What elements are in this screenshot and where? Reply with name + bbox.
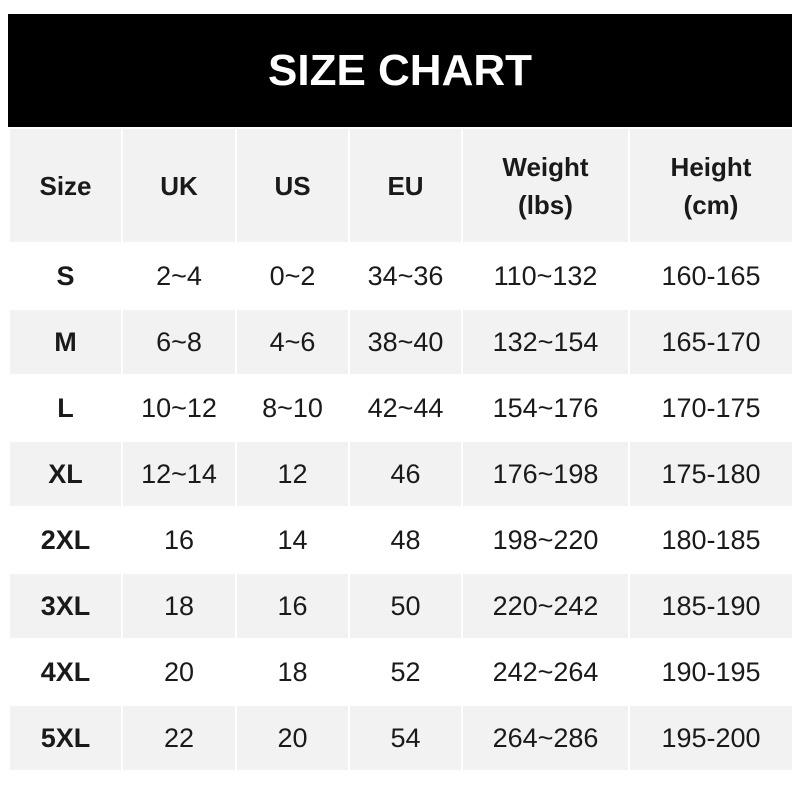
table-cell: 18: [121, 572, 237, 640]
table-cell: 185-190: [628, 572, 794, 640]
size-cell: L: [8, 374, 123, 442]
table-cell: 176~198: [461, 440, 630, 508]
size-cell: 3XL: [8, 572, 123, 640]
column-header-text: US: [274, 170, 311, 201]
size-cell: XL: [8, 440, 123, 508]
table-cell: 12~14: [121, 440, 237, 508]
table-cell: 180-185: [628, 506, 794, 574]
table-cell: 18: [235, 638, 350, 706]
table-cell: 46: [348, 440, 463, 508]
table-cell: 160-165: [628, 242, 794, 310]
table-row: 3XL 18 16 50 220~242 185-190: [8, 572, 794, 640]
table-row: S 2~4 0~2 34~36 110~132 160-165: [8, 242, 794, 310]
column-header: US: [235, 127, 350, 244]
table-cell: 190-195: [628, 638, 794, 706]
column-header-text: (cm): [683, 189, 739, 220]
table-row: L 10~12 8~10 42~44 154~176 170-175: [8, 374, 794, 442]
table-cell: 52: [348, 638, 463, 706]
size-cell: 5XL: [8, 704, 123, 772]
column-header: Height (cm): [628, 127, 794, 244]
column-header-text: (lbs): [518, 189, 573, 220]
column-header-text: Size: [39, 170, 92, 201]
table-cell: 48: [348, 506, 463, 574]
table-cell: 54: [348, 704, 463, 772]
table-cell: 170-175: [628, 374, 794, 442]
table-cell: 132~154: [461, 308, 630, 376]
table-cell: 6~8: [121, 308, 237, 376]
table-cell: 20: [121, 638, 237, 706]
table-cell: 2~4: [121, 242, 237, 310]
table-cell: 12: [235, 440, 350, 508]
table-cell: 110~132: [461, 242, 630, 310]
size-chart-table: Size UK US EU Weight (lbs) Height (cm) S 2~4 0~2 3…: [8, 127, 794, 772]
table-cell: 34~36: [348, 242, 463, 310]
size-cell: M: [8, 308, 123, 376]
table-cell: 154~176: [461, 374, 630, 442]
table-cell: 195-200: [628, 704, 794, 772]
table-cell: 22: [121, 704, 237, 772]
table-cell: 220~242: [461, 572, 630, 640]
table-cell: 242~264: [461, 638, 630, 706]
column-header: EU: [348, 127, 463, 244]
table-cell: 38~40: [348, 308, 463, 376]
table-row: 4XL 20 18 52 242~264 190-195: [8, 638, 794, 706]
table-cell: 20: [235, 704, 350, 772]
table-row: M 6~8 4~6 38~40 132~154 165-170: [8, 308, 794, 376]
table-cell: 4~6: [235, 308, 350, 376]
size-cell: 4XL: [8, 638, 123, 706]
column-header: UK: [121, 127, 237, 244]
table-cell: 0~2: [235, 242, 350, 310]
header-row: Size UK US EU Weight (lbs) Height (cm): [8, 127, 794, 244]
table-cell: 16: [121, 506, 237, 574]
table-cell: 175-180: [628, 440, 794, 508]
table-cell: 50: [348, 572, 463, 640]
column-header-text: EU: [387, 170, 424, 201]
column-header: Weight (lbs): [461, 127, 630, 244]
column-header-text: UK: [160, 170, 198, 201]
column-header-text: Weight: [502, 151, 589, 182]
table-cell: 264~286: [461, 704, 630, 772]
size-cell: S: [8, 242, 123, 310]
table-cell: 10~12: [121, 374, 237, 442]
table-cell: 165-170: [628, 308, 794, 376]
table-cell: 16: [235, 572, 350, 640]
page-title: SIZE CHART: [8, 14, 792, 127]
table-row: XL 12~14 12 46 176~198 175-180: [8, 440, 794, 508]
table-cell: 42~44: [348, 374, 463, 442]
table-row: 5XL 22 20 54 264~286 195-200: [8, 704, 794, 772]
table-cell: 198~220: [461, 506, 630, 574]
column-header: Size: [8, 127, 123, 244]
table-row: 2XL 16 14 48 198~220 180-185: [8, 506, 794, 574]
table-cell: 14: [235, 506, 350, 574]
column-header-text: Height: [670, 151, 752, 182]
table-cell: 8~10: [235, 374, 350, 442]
size-cell: 2XL: [8, 506, 123, 574]
